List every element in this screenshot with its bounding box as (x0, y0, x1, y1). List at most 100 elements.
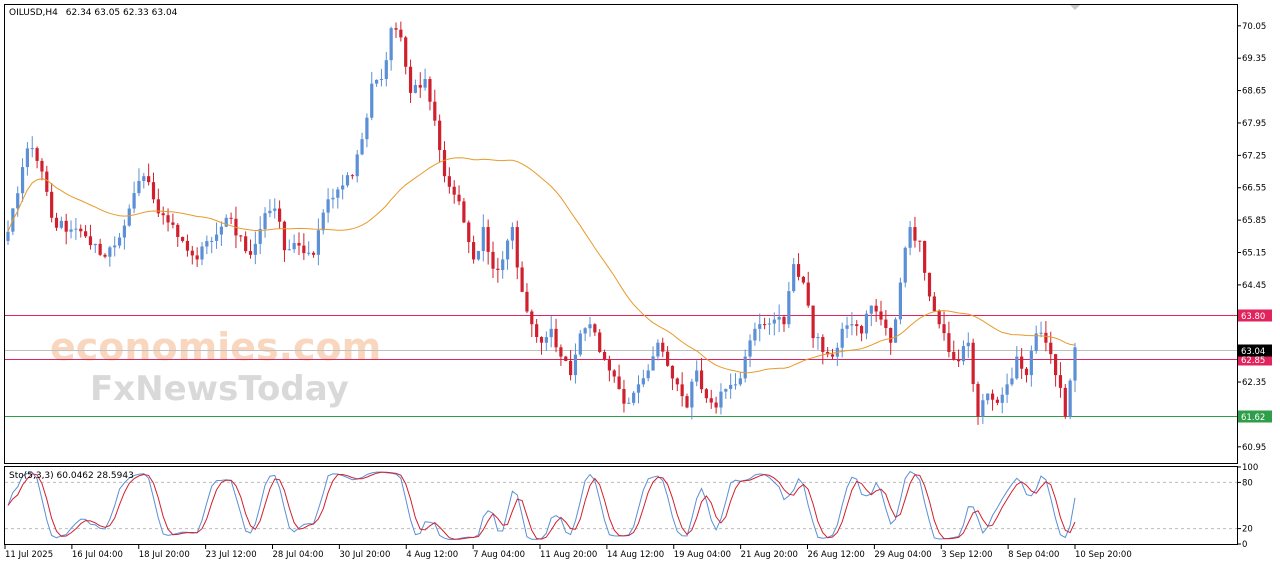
candle-body (302, 245, 306, 254)
candle-body (593, 324, 597, 333)
stoch-tick-label: 100 (1242, 463, 1258, 473)
candle-body (549, 328, 553, 338)
candle-body (690, 381, 694, 408)
candle-body (45, 171, 49, 192)
candle-body (733, 384, 738, 386)
candle-body (166, 215, 170, 223)
candle-body (84, 231, 88, 237)
candle-body (898, 282, 902, 320)
candle-body (927, 272, 932, 297)
candle-body (874, 305, 878, 312)
candle-body (908, 227, 912, 248)
candle-body (879, 311, 883, 320)
candle-body (345, 175, 350, 186)
candle-body (680, 384, 684, 397)
candle-body (729, 384, 733, 389)
candle-body (205, 241, 209, 247)
candle-body (889, 328, 893, 343)
candle-body (505, 240, 510, 260)
price-tick-label: 62.35 (1242, 378, 1266, 388)
candle-body (646, 370, 650, 379)
candle-body (476, 250, 481, 260)
candle-body (16, 193, 20, 209)
candle-body (884, 319, 888, 329)
candle-body (472, 242, 476, 260)
candle-body (137, 180, 141, 194)
candle-body (840, 328, 844, 348)
stochastic-axis: 100 80 20 0 (1237, 463, 1258, 550)
candle-body (210, 240, 214, 242)
level-tag (1238, 344, 1272, 357)
ohlc-header: 62.34 63.05 62.33 63.04 (66, 8, 178, 18)
candle-body (181, 236, 185, 241)
candle-body (404, 37, 408, 67)
candle-body (627, 402, 631, 404)
candle-body (273, 208, 277, 211)
candle-body (224, 217, 228, 227)
candle-body (947, 333, 951, 352)
candle-body (375, 79, 379, 84)
candle-body (248, 251, 253, 255)
candle-body (903, 247, 907, 283)
candle-body (171, 222, 175, 225)
candle-body (292, 243, 296, 250)
candle-body (777, 316, 781, 320)
candle-body (399, 29, 403, 38)
candle-body (724, 388, 728, 392)
candle-body (307, 252, 311, 254)
candle-body (554, 328, 558, 348)
candle-body (1020, 356, 1024, 369)
candle-body (491, 251, 495, 269)
candle-body (336, 189, 340, 198)
candle-body (142, 176, 146, 181)
candle-body (864, 313, 869, 334)
time-tick-label: 30 Jul 20:00 (339, 550, 390, 560)
candle-body (559, 347, 563, 357)
time-tick-label: 10 Sep 20:00 (1075, 550, 1132, 560)
level-tag (1238, 410, 1272, 423)
candle-body (122, 225, 126, 238)
candle-body (258, 229, 262, 244)
candle-body (214, 234, 219, 241)
candle-body (719, 391, 723, 408)
candle-body (350, 175, 354, 177)
candle-body (816, 337, 820, 339)
candle-body (995, 399, 999, 403)
time-tick-label: 23 Jul 12:00 (206, 550, 257, 560)
candle-body (845, 325, 849, 329)
main-panel (4, 4, 1238, 464)
candle-body (986, 393, 990, 401)
price-tick-label: 64.45 (1242, 281, 1266, 291)
candle-body (811, 305, 815, 339)
price-tick-label: 69.35 (1242, 54, 1266, 64)
candle-body (113, 245, 117, 248)
candle-body (632, 392, 636, 403)
candle-body (578, 333, 582, 355)
stochastic-panel (4, 466, 1238, 545)
candle-body (365, 117, 369, 140)
moving-average (7, 157, 1076, 374)
candle-body (821, 337, 825, 352)
candle-body (753, 328, 757, 341)
candle-body (268, 210, 272, 214)
candle-body (772, 319, 776, 324)
candle-body (287, 249, 291, 251)
candle-body (20, 167, 25, 194)
candle-body (656, 342, 660, 357)
candle-body (976, 384, 980, 417)
candle-body (423, 79, 427, 88)
scroll-marker-icon[interactable] (1070, 5, 1080, 10)
candle-body (54, 217, 59, 228)
candle-body (74, 228, 78, 230)
candle-body (704, 389, 708, 399)
price-tick-label: 67.95 (1242, 119, 1266, 129)
candle-body (438, 120, 442, 151)
candle-body (1054, 354, 1058, 376)
candle-body (801, 276, 805, 283)
candle-body (971, 342, 975, 385)
candle-body (1005, 384, 1009, 395)
candle-body (25, 148, 29, 168)
candle-body (767, 323, 772, 325)
candle-body (893, 319, 898, 343)
